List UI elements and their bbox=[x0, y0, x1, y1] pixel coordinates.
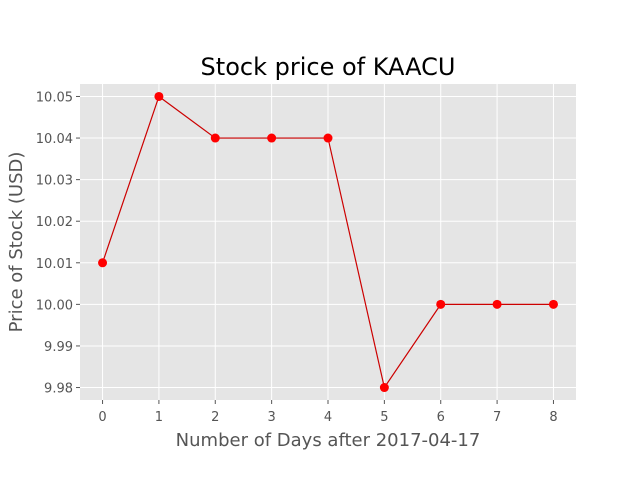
y-tick-label: 10.01 bbox=[36, 257, 73, 272]
x-tick-label: 6 bbox=[437, 410, 445, 425]
data-point bbox=[492, 299, 502, 309]
x-tick-label: 4 bbox=[324, 410, 332, 425]
y-tick-label: 9.99 bbox=[44, 340, 73, 355]
data-point bbox=[210, 133, 220, 143]
x-tick-label: 7 bbox=[493, 410, 501, 425]
y-tick-label: 10.00 bbox=[36, 298, 73, 313]
x-tick-label: 8 bbox=[549, 410, 557, 425]
data-point bbox=[98, 258, 108, 268]
chart-title: Stock price of KAACU bbox=[201, 53, 456, 81]
x-axis-label: Number of Days after 2017-04-17 bbox=[176, 430, 481, 451]
x-tick-label: 3 bbox=[267, 410, 275, 425]
data-point bbox=[267, 133, 277, 143]
y-tick-label: 10.05 bbox=[36, 90, 73, 105]
data-point bbox=[323, 133, 333, 143]
data-point bbox=[548, 299, 558, 309]
y-axis-label: Price of Stock (USD) bbox=[6, 152, 27, 333]
y-tick-label: 9.98 bbox=[44, 382, 73, 397]
y-tick-label: 10.03 bbox=[36, 174, 73, 189]
y-tick-label: 10.02 bbox=[36, 215, 73, 230]
x-tick-label: 5 bbox=[380, 410, 388, 425]
data-point bbox=[154, 91, 164, 101]
x-tick-label: 0 bbox=[98, 410, 106, 425]
x-tick-label: 1 bbox=[155, 410, 163, 425]
y-tick-label: 10.04 bbox=[36, 132, 73, 147]
x-axis: 0 1 2 3 4 5 6 7 8 bbox=[98, 400, 558, 425]
x-tick-label: 2 bbox=[211, 410, 219, 425]
series-group bbox=[98, 91, 558, 393]
data-point bbox=[436, 299, 446, 309]
data-point bbox=[379, 383, 389, 393]
y-axis: 9.98 9.99 10.00 10.01 10.02 10.03 10.04 10.05 bbox=[36, 90, 80, 397]
